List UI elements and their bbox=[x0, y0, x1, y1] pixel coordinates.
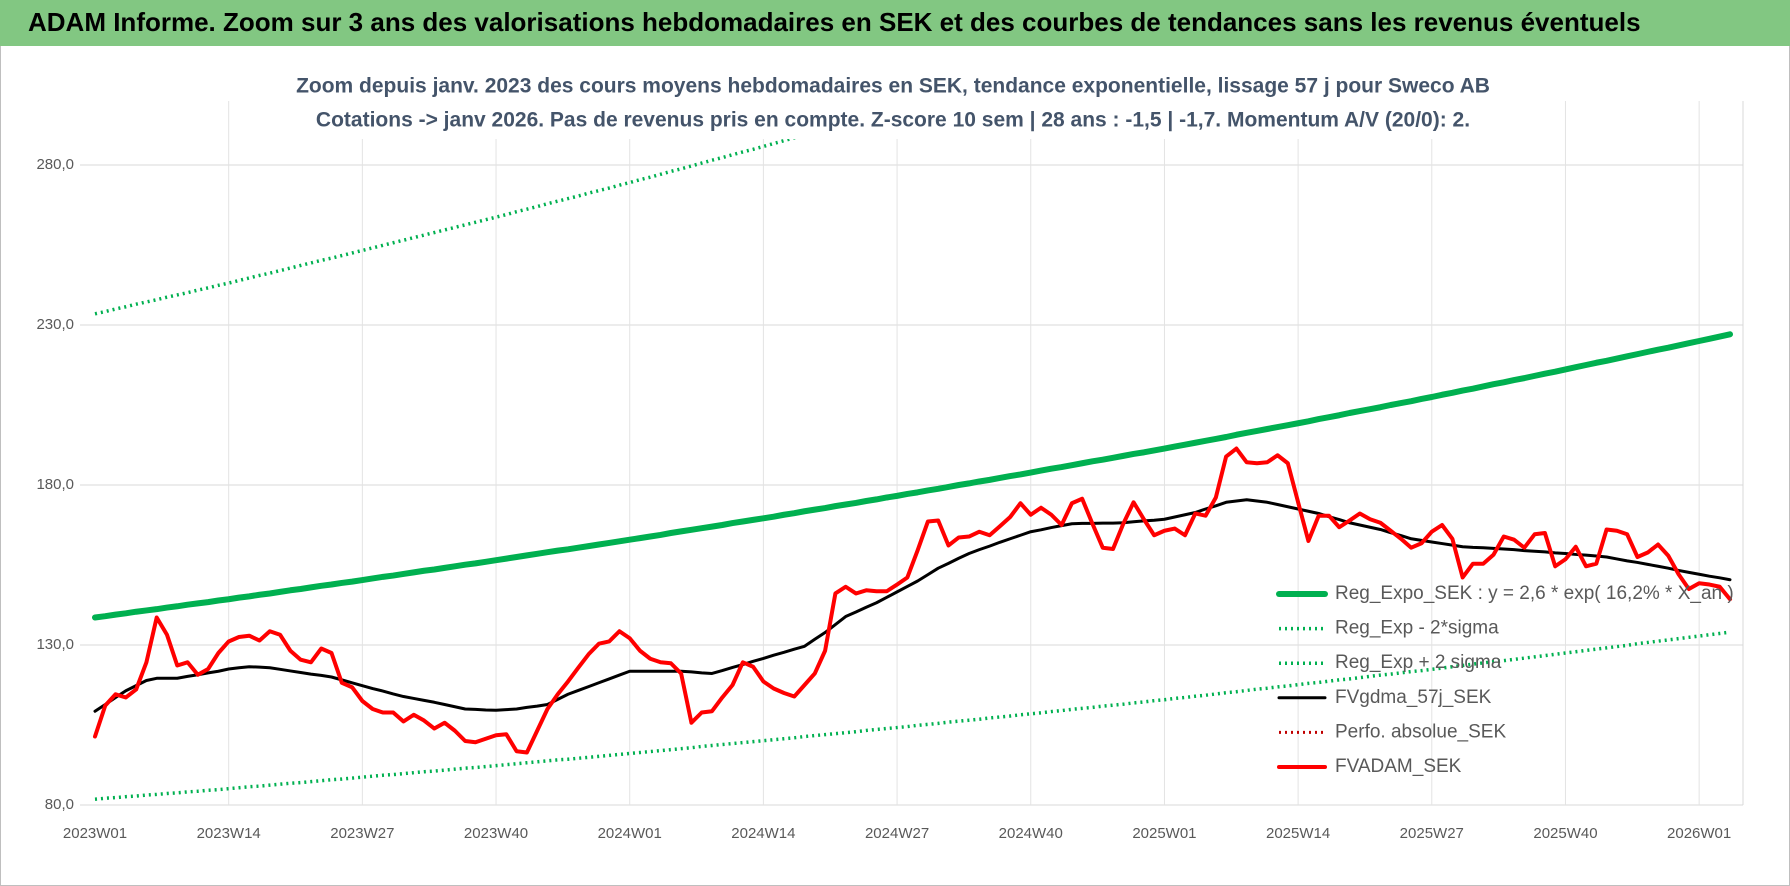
chart-subtitle: Zoom depuis janv. 2023 des cours moyens … bbox=[296, 75, 1490, 98]
y-tick-label: 280,0 bbox=[36, 156, 74, 173]
subtitle-box bbox=[325, 68, 1461, 139]
series-line bbox=[94, 630, 1731, 801]
y-tick-label: 180,0 bbox=[36, 476, 74, 493]
x-tick-label: 2023W27 bbox=[330, 825, 394, 842]
x-tick-label: 2026W01 bbox=[1667, 825, 1731, 842]
x-tick-label: 2024W14 bbox=[731, 825, 795, 842]
series-line bbox=[92, 331, 1733, 621]
y-tick-label: 130,0 bbox=[36, 636, 74, 653]
x-tick-label: 2023W14 bbox=[197, 825, 261, 842]
plot-area: 80,0 130,0 180,0 230,0 280,0 2023W01 2023W14 20… bbox=[36, 101, 1744, 842]
x-tick-label: 2024W40 bbox=[999, 825, 1063, 842]
x-tick-label: 2023W01 bbox=[63, 825, 127, 842]
chart-subtitle: Cotations -> janv 2026. Pas de revenus p… bbox=[316, 109, 1470, 132]
legend-label: FVADAM_SEK bbox=[1335, 756, 1462, 777]
x-tick-label: 2025W40 bbox=[1533, 825, 1597, 842]
chart-title: ADAM Informe. Zoom sur 3 ans des valoris… bbox=[28, 7, 1641, 37]
legend-label: FVgdma_57j_SEK bbox=[1335, 687, 1492, 708]
x-tick-label: 2023W40 bbox=[464, 825, 528, 842]
x-tick-label: 2025W27 bbox=[1400, 825, 1464, 842]
y-tick-label: 230,0 bbox=[36, 316, 74, 333]
x-tick-label: 2024W27 bbox=[865, 825, 929, 842]
series-line bbox=[93, 498, 1732, 713]
legend-label: Reg_Expo_SEK : y = 2,6 * exp( 16,2% * X_… bbox=[1335, 583, 1734, 604]
y-tick-label: 80,0 bbox=[45, 796, 74, 813]
x-tick-label: 2025W01 bbox=[1132, 825, 1196, 842]
legend-label: Perfo. absolue_SEK bbox=[1335, 721, 1506, 742]
title-band bbox=[0, 0, 1790, 46]
x-tick-label: 2024W01 bbox=[598, 825, 662, 842]
legend: Reg_Expo_SEK : y = 2,6 * exp( 16,2% * X_… bbox=[1276, 583, 1734, 777]
legend-label: Reg_Exp + 2 sigma bbox=[1335, 652, 1502, 673]
x-tick-label: 2025W14 bbox=[1266, 825, 1330, 842]
legend-label: Reg_Exp - 2*sigma bbox=[1335, 618, 1499, 639]
series-line bbox=[93, 446, 1732, 755]
